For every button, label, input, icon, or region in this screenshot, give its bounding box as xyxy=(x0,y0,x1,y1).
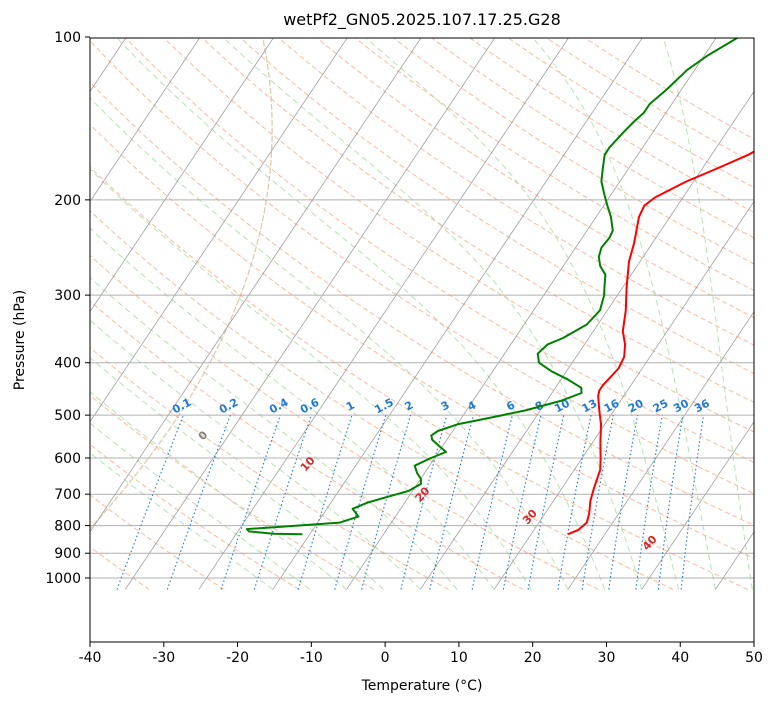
mixing-ratio-label: 13 xyxy=(580,397,600,416)
isotherm xyxy=(90,38,422,533)
mixing-ratio-line xyxy=(429,414,475,590)
moist-adiabat xyxy=(90,97,569,590)
mixing-ratio-line xyxy=(502,414,542,590)
mixing-ratio-line xyxy=(657,415,684,590)
isotherm xyxy=(567,310,754,590)
isotherm xyxy=(198,38,569,590)
x-tick-label: -20 xyxy=(226,650,249,666)
envelope-line xyxy=(0,28,50,652)
y-tick-label: 200 xyxy=(54,193,81,209)
moist-adiabat xyxy=(662,38,753,590)
y-tick-label: 700 xyxy=(54,487,81,503)
moist-adiabat xyxy=(90,276,458,590)
dry-adiabat-label: -20 xyxy=(0,348,3,372)
y-tick-label: 400 xyxy=(54,356,81,372)
moist-adiabat xyxy=(90,357,384,590)
isotherm xyxy=(641,421,754,590)
dry-adiabat xyxy=(90,254,599,590)
y-tick-label: 1000 xyxy=(45,571,81,587)
y-tick-label: 900 xyxy=(54,546,81,562)
envelope-line xyxy=(90,38,273,530)
isotherm xyxy=(346,38,717,590)
isotherm xyxy=(124,38,496,590)
isotherm xyxy=(493,200,754,590)
y-tick-label: 600 xyxy=(54,451,81,467)
x-tick-label: 40 xyxy=(671,650,689,666)
x-tick-label: 20 xyxy=(524,650,542,666)
mixing-ratio-line xyxy=(297,414,353,590)
isotherm xyxy=(272,38,643,590)
dry-adiabat xyxy=(90,123,754,559)
temperature-profile xyxy=(567,150,754,536)
moist-adiabat xyxy=(90,319,421,590)
mixing-ratio-label: 36 xyxy=(692,397,712,416)
dry-adiabat xyxy=(90,210,674,590)
x-tick-label: 30 xyxy=(598,650,616,666)
x-tick-label: 0 xyxy=(381,650,390,666)
chart-title: wetPf2_GN05.2025.107.17.25.G28 xyxy=(283,10,561,29)
mixing-ratio-line xyxy=(557,414,592,590)
moist-adiabat xyxy=(222,38,643,590)
mixing-ratio-label: 20 xyxy=(626,397,646,416)
dry-adiabat xyxy=(90,166,749,590)
dry-adiabat xyxy=(90,546,150,590)
x-axis-label: Temperature (°C) xyxy=(361,678,483,694)
mixing-ratio-line xyxy=(635,415,663,590)
mixing-ratio-line xyxy=(116,414,184,590)
x-tick-label: -30 xyxy=(152,650,175,666)
dry-adiabat xyxy=(316,38,754,318)
dry-adiabat xyxy=(354,38,754,291)
dry-adiabat xyxy=(163,38,754,433)
mixing-ratio-line xyxy=(471,414,513,590)
isotherm xyxy=(90,38,274,313)
dry-adiabat xyxy=(277,38,754,346)
x-tick-label: 50 xyxy=(745,650,763,666)
isotherm xyxy=(90,38,201,203)
dry-adiabat xyxy=(392,38,754,265)
moist-adiabat xyxy=(90,422,310,590)
mixing-ratio-label: 25 xyxy=(651,397,671,416)
mixing-ratio-line xyxy=(581,414,614,590)
moist-adiabat xyxy=(116,38,606,590)
plot-area xyxy=(90,38,754,642)
moist-adiabat xyxy=(532,38,716,590)
moist-adiabat xyxy=(90,452,274,590)
plot-frame xyxy=(89,37,755,643)
isotherm xyxy=(419,90,754,590)
isotherm xyxy=(90,38,348,423)
dry-adiabat xyxy=(90,81,754,527)
moist-adiabat xyxy=(90,227,495,590)
mixing-ratio-line xyxy=(334,414,387,590)
x-tick-label: 10 xyxy=(450,650,468,666)
mixing-ratio-line xyxy=(608,415,639,590)
mixing-ratio-label: 16 xyxy=(602,397,622,416)
mixing-ratio-line xyxy=(527,414,565,590)
dry-adiabat xyxy=(124,38,754,463)
y-tick-label: 800 xyxy=(54,519,81,535)
x-tick-label: -40 xyxy=(79,650,102,666)
dry-adiabat xyxy=(90,443,300,590)
y-tick-label: 500 xyxy=(54,408,81,424)
mixing-ratio-label: 30 xyxy=(671,397,691,416)
y-tick-label: 300 xyxy=(54,288,81,304)
dry-adiabat xyxy=(90,300,524,590)
dewpoint-profile xyxy=(245,38,740,536)
y-tick-label: 100 xyxy=(54,30,81,46)
x-tick-label: -10 xyxy=(300,650,323,666)
